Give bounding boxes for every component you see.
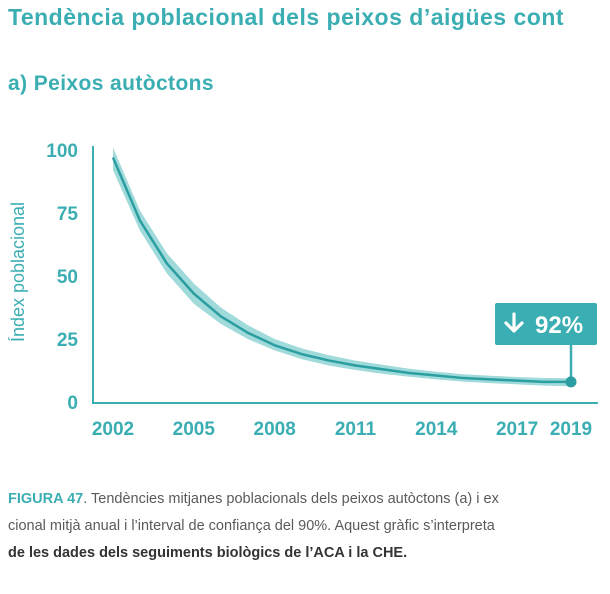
x-tick-label: 2005 xyxy=(173,419,216,440)
y-tick-label: 75 xyxy=(57,204,79,225)
chart-subtitle: a) Peixos autòctons xyxy=(8,72,214,95)
annotation-text: 92% xyxy=(535,312,583,339)
x-tick-label: 2011 xyxy=(335,419,377,440)
x-tick-label: 2014 xyxy=(415,419,458,440)
arrow-down-icon xyxy=(504,312,524,333)
annotation-badge xyxy=(495,303,597,345)
y-tick-label: 50 xyxy=(57,267,78,288)
x-tick-label: 2019 xyxy=(550,419,592,440)
x-tick-label: 2002 xyxy=(92,419,134,440)
caption-line-2: cional mitjà anual i l’interval de confi… xyxy=(8,518,495,534)
y-tick-label: 25 xyxy=(57,330,79,351)
x-tick-label: 2017 xyxy=(496,419,538,440)
figure-label: FIGURA 47 xyxy=(8,491,84,507)
y-axis-label: Índex poblacional xyxy=(8,202,28,342)
figure-caption: FIGURA 47. Tendències mitjanes poblacion… xyxy=(8,486,610,567)
y-tick-label: 0 xyxy=(67,393,78,414)
population-trend-chart: Índex poblacional 0 25 50 75 100 2002 2005 2008 2… xyxy=(8,141,598,440)
caption-text-1: . Tendències mitjanes poblacionals dels … xyxy=(83,491,499,507)
caption-line-1: FIGURA 47. Tendències mitjanes poblacion… xyxy=(8,486,610,513)
caption-line-3: de les dades dels seguiments biològics d… xyxy=(8,545,408,561)
trend-line xyxy=(111,157,571,384)
y-tick-label: 100 xyxy=(46,141,78,162)
confidence-band xyxy=(113,147,571,387)
page-title: Tendència poblacional dels peixos d’aigü… xyxy=(8,4,565,30)
annotation-marker xyxy=(565,376,577,388)
x-tick-label: 2008 xyxy=(254,419,296,440)
